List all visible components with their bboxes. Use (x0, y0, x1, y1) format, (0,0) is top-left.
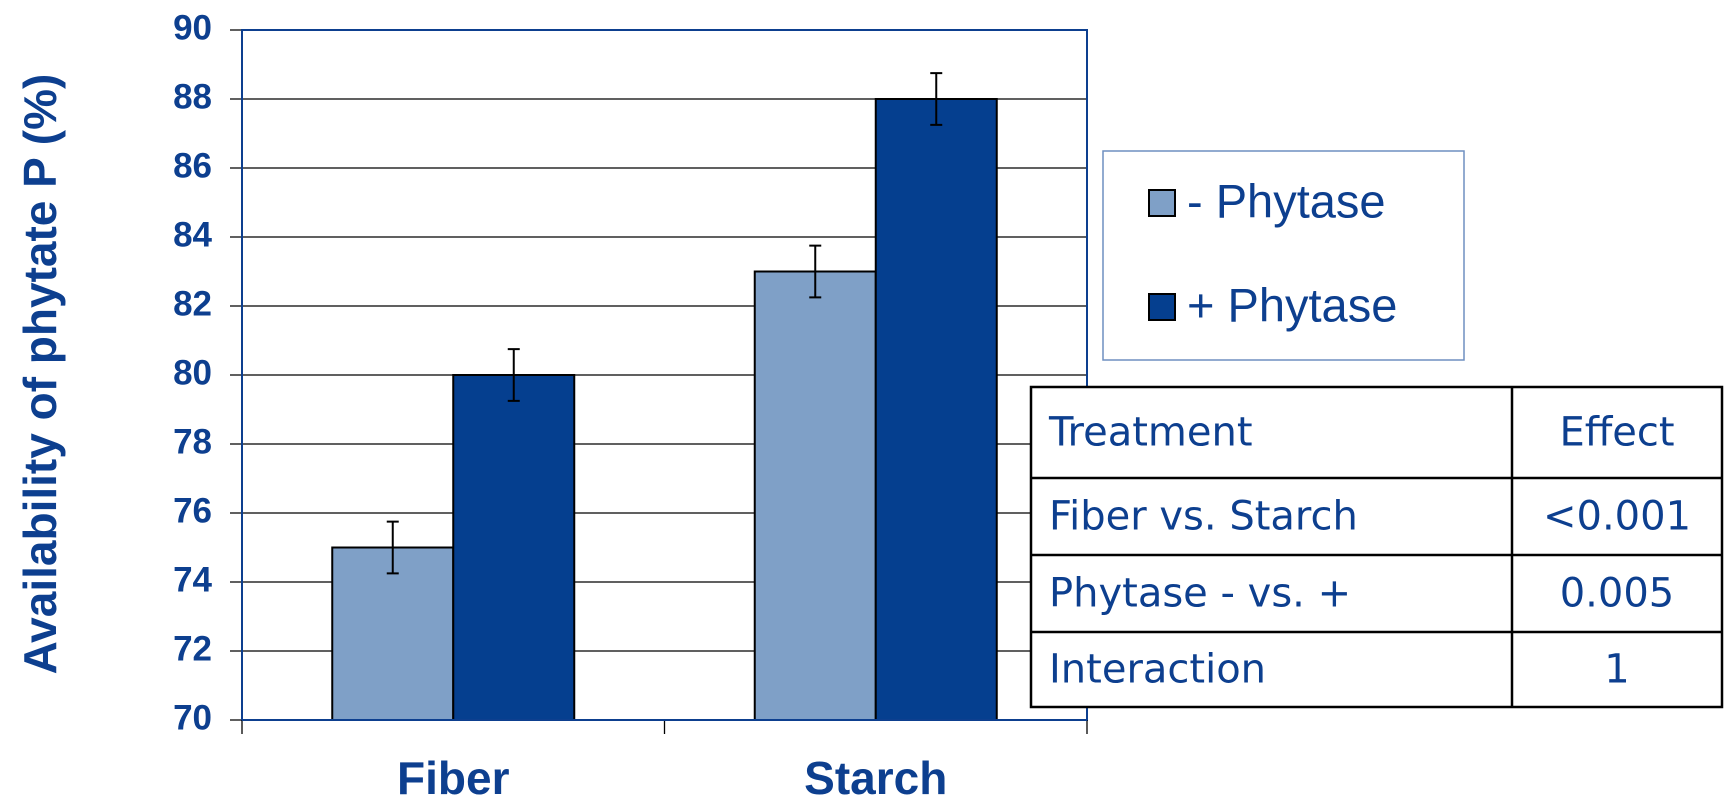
legend-label: - Phytase (1187, 174, 1386, 227)
error-bar (930, 72, 943, 126)
table-cell: 1 (1604, 647, 1629, 693)
y-axis-label: Availability of phytate P (%) (14, 74, 66, 675)
table-cell: <0.001 (1543, 494, 1691, 540)
legend-box (1102, 150, 1465, 361)
table-cell: Effect (1559, 410, 1674, 456)
y-tick-label: 72 (173, 629, 212, 668)
legend-swatch (1148, 189, 1176, 217)
bar (874, 98, 998, 721)
table-box (1029, 385, 1724, 709)
y-tick-label: 70 (173, 698, 212, 737)
y-tick-label: 78 (173, 422, 212, 461)
bar (753, 270, 877, 721)
error-bar (809, 244, 822, 299)
error-bar (507, 348, 520, 402)
legend-swatch (1148, 293, 1176, 321)
y-tick-label: 82 (173, 284, 212, 323)
y-tick-label: 76 (173, 491, 212, 530)
table-cell: Treatment (1048, 410, 1253, 456)
y-tick-label: 90 (173, 8, 212, 47)
error-bar (386, 520, 399, 575)
x-tick-label: Fiber (397, 752, 510, 804)
table-cell: Fiber vs. Starch (1049, 494, 1358, 540)
table-cell: 0.005 (1560, 571, 1675, 617)
y-tick-label: 80 (173, 353, 212, 392)
y-tick-label: 86 (173, 146, 212, 185)
legend-label: + Phytase (1187, 278, 1397, 331)
table-cell: Interaction (1049, 647, 1266, 693)
bar (331, 546, 455, 721)
y-tick-label: 88 (173, 77, 212, 116)
x-tick-label: Starch (804, 752, 947, 804)
bar (452, 374, 576, 721)
y-tick-label: 74 (173, 560, 212, 599)
y-tick-label: 84 (173, 215, 212, 254)
table-cell: Phytase - vs. + (1049, 571, 1351, 617)
